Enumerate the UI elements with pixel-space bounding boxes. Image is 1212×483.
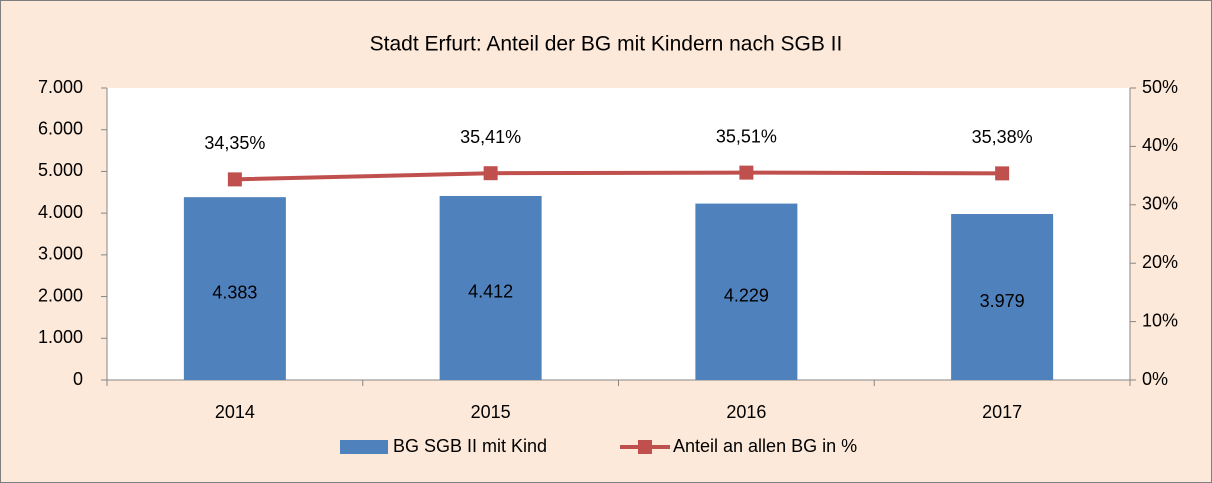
bar-value-label: 4.412: [468, 282, 513, 302]
y-tick-label: 6.000: [38, 118, 83, 138]
x-tick-label: 2017: [982, 402, 1022, 422]
x-tick-label: 2016: [726, 402, 766, 422]
legend-label: Anteil an allen BG in %: [673, 436, 857, 456]
y-tick-label: 5.000: [38, 160, 83, 180]
y-tick-label: 7.000: [38, 77, 83, 97]
line: [234, 170, 1003, 182]
chart-title: Stadt Erfurt: Anteil der BG mit Kindern …: [370, 33, 843, 56]
bar: [183, 197, 286, 380]
y2-tick-label: 40%: [1142, 135, 1178, 155]
line-marker: [739, 165, 754, 180]
bar-value-label: 4.229: [724, 286, 769, 306]
y2-tick-label: 50%: [1142, 77, 1178, 97]
legend-label: BG SGB II mit Kind: [393, 436, 547, 456]
bar-value-label: 3.979: [980, 291, 1025, 311]
y-tick-label: 2.000: [38, 285, 83, 305]
y2-tick-label: 0%: [1142, 369, 1168, 389]
line-value-label: 35,41%: [460, 127, 521, 147]
y-tick-label: 4.000: [38, 202, 83, 222]
bar: [951, 214, 1054, 380]
y2-tick-label: 20%: [1142, 252, 1178, 272]
legend-swatch-marker: [638, 440, 652, 454]
y-tick-label: 3.000: [38, 244, 83, 264]
line-value-label: 35,38%: [972, 127, 1033, 147]
bar: [695, 203, 798, 380]
y2-tick-label: 30%: [1142, 194, 1178, 214]
y-tick-label: 0: [73, 369, 83, 389]
y2-tick-label: 10%: [1142, 310, 1178, 330]
y-tick-label: 1.000: [38, 327, 83, 347]
line-marker: [995, 166, 1010, 181]
x-tick-label: 2015: [471, 402, 511, 422]
x-tick-label: 2014: [215, 402, 255, 422]
bar: [439, 195, 542, 380]
line-value-label: 34,35%: [204, 133, 265, 153]
bar-value-label: 4.383: [212, 282, 257, 302]
line-value-label: 35,51%: [716, 126, 777, 146]
legend-swatch: [340, 440, 388, 454]
line-marker: [227, 172, 242, 187]
line-marker: [483, 166, 498, 181]
